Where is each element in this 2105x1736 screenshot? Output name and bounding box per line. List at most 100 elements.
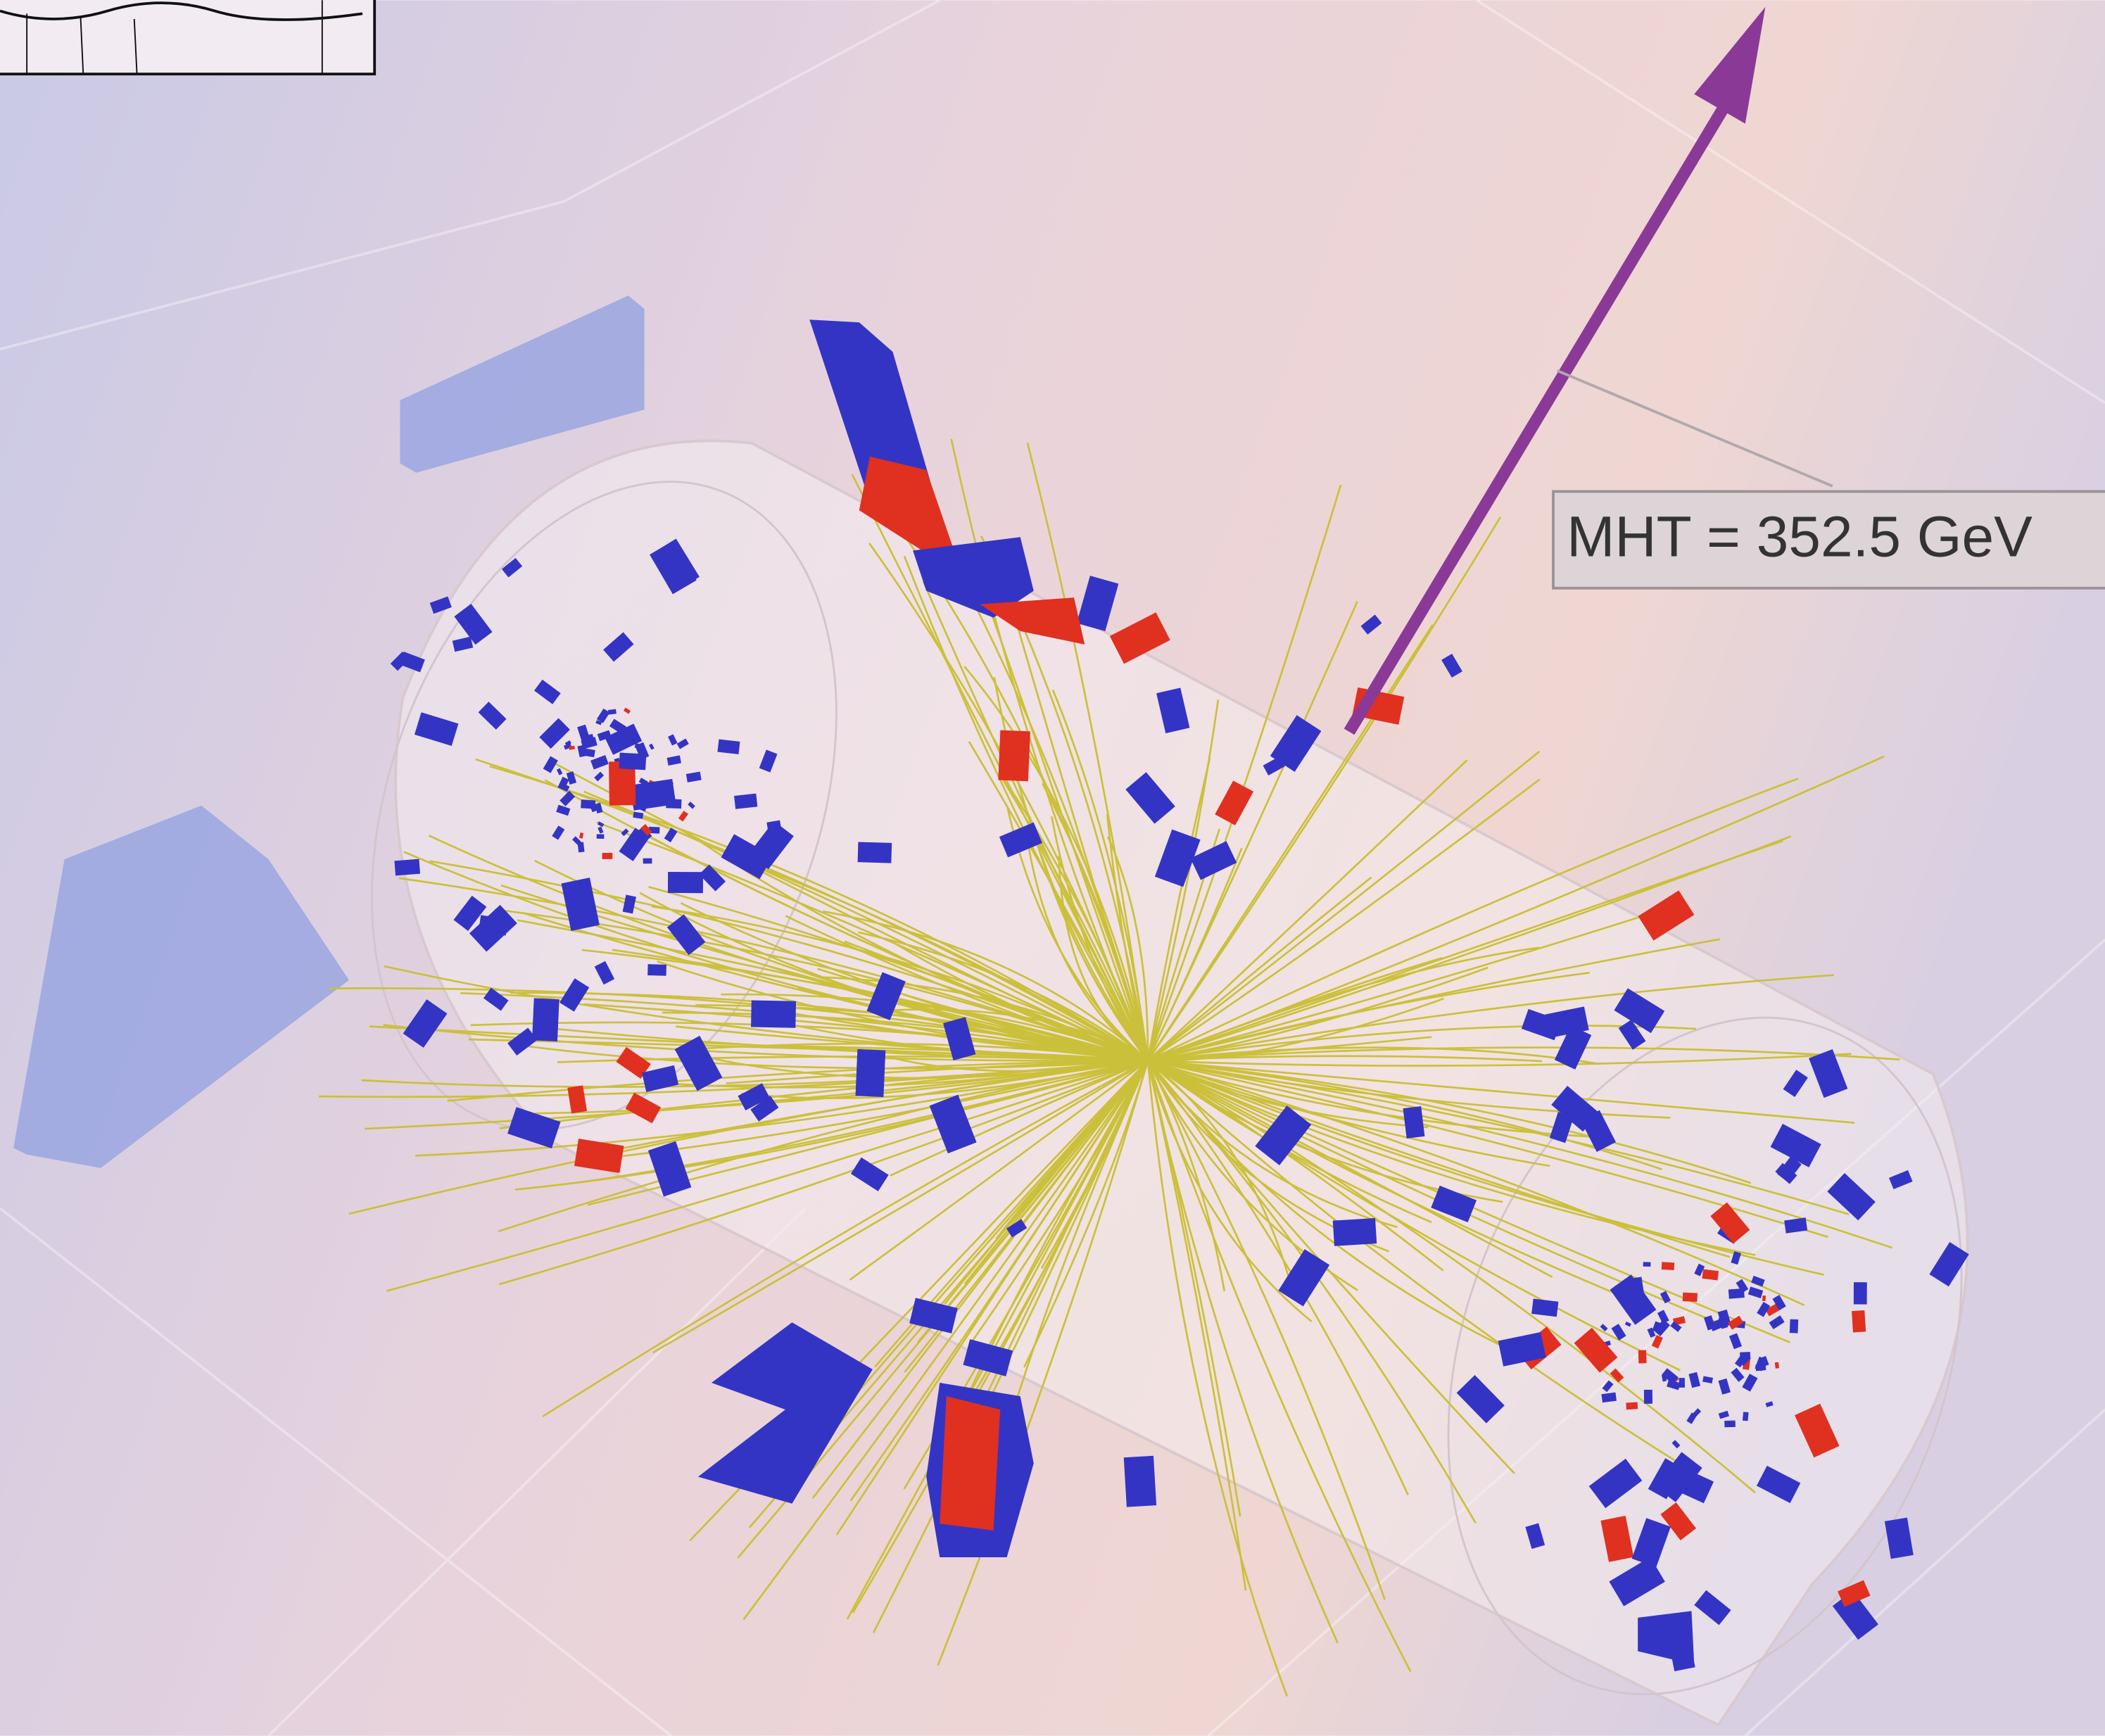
hit — [1660, 1291, 1671, 1304]
track — [1147, 1060, 1681, 1371]
hit — [1710, 1202, 1750, 1244]
hit — [643, 858, 652, 864]
hit — [1551, 1086, 1600, 1132]
hit — [1661, 1262, 1675, 1271]
hit — [850, 1157, 889, 1191]
track — [706, 1056, 1149, 1079]
hit — [403, 999, 448, 1048]
track — [415, 1059, 1149, 1157]
mht-arrow — [1344, 6, 1766, 735]
hit — [1403, 1105, 1425, 1139]
hit — [563, 743, 572, 750]
track — [1147, 1060, 1676, 1462]
mht-label: MHT = 352.5 GeV — [1567, 505, 2033, 569]
hit — [1703, 1315, 1716, 1331]
hit — [501, 557, 523, 578]
hit — [625, 1092, 662, 1124]
hit — [1770, 1123, 1821, 1167]
track — [1147, 1060, 1444, 1272]
hit — [1795, 1403, 1840, 1458]
hit — [1762, 1295, 1766, 1301]
track — [348, 1059, 1149, 1215]
hit — [1006, 1219, 1028, 1238]
track — [726, 1059, 1148, 1084]
track — [968, 741, 1149, 1061]
hit — [1756, 1465, 1801, 1504]
hit — [572, 836, 581, 846]
hit — [649, 743, 655, 750]
track — [1147, 1059, 1824, 1276]
hit — [1431, 1185, 1477, 1222]
track — [1147, 938, 1721, 1062]
hit — [1255, 1105, 1312, 1165]
hit — [597, 730, 612, 742]
hit — [678, 811, 689, 822]
track — [954, 565, 1149, 1061]
track — [1147, 1059, 1752, 1184]
hit — [1694, 1263, 1705, 1276]
track — [489, 765, 1149, 1062]
hit — [1728, 1333, 1743, 1350]
track — [1147, 1059, 1855, 1124]
track — [1147, 974, 1834, 1062]
hit — [577, 842, 585, 853]
hit — [1760, 1356, 1769, 1367]
hit — [630, 778, 676, 811]
hit — [605, 723, 643, 755]
track — [874, 1060, 1149, 1368]
hit — [454, 604, 493, 645]
hit — [622, 894, 636, 914]
hit — [569, 745, 576, 750]
hit — [574, 1139, 624, 1174]
hit — [641, 1065, 679, 1092]
hit — [1702, 1269, 1719, 1281]
hit — [963, 1339, 1013, 1376]
hit — [1738, 1353, 1751, 1367]
hit — [647, 964, 666, 976]
hit — [598, 757, 605, 762]
hit — [1777, 1155, 1802, 1183]
hit — [588, 802, 598, 813]
hit — [1653, 1319, 1670, 1336]
hit — [531, 998, 560, 1042]
calorimeter-hits — [390, 538, 1969, 1671]
hit — [507, 1107, 561, 1149]
hit — [1769, 1315, 1785, 1329]
track — [429, 860, 1149, 1062]
hit — [929, 1094, 977, 1154]
hit — [429, 596, 452, 614]
hit — [1651, 1335, 1663, 1349]
hit — [1156, 688, 1190, 734]
track — [1147, 755, 1885, 1062]
hit — [738, 1083, 770, 1111]
hit — [1531, 1298, 1559, 1317]
hit — [999, 822, 1042, 858]
hit — [1736, 1279, 1749, 1293]
muon-chambers — [13, 295, 645, 1168]
hit — [607, 709, 617, 715]
track — [1147, 1060, 1650, 1309]
hit — [1574, 1327, 1618, 1373]
track — [849, 1060, 1149, 1281]
hit — [394, 859, 421, 876]
hit — [1609, 1557, 1665, 1607]
track — [1147, 1059, 1893, 1249]
track — [1147, 1059, 1828, 1238]
track — [1001, 777, 1149, 1061]
hit — [1263, 756, 1285, 775]
hit — [1718, 1410, 1729, 1419]
hit — [1747, 1286, 1764, 1298]
hit — [1525, 1523, 1545, 1550]
track — [1146, 484, 1342, 1061]
hit — [1724, 1420, 1736, 1428]
track — [823, 910, 1149, 1062]
hit — [483, 987, 509, 1011]
hit — [533, 679, 561, 704]
hit — [1789, 1319, 1799, 1333]
hit — [1688, 1371, 1701, 1388]
hit — [556, 804, 571, 816]
track — [1147, 1060, 1756, 1494]
track — [1147, 1059, 1850, 1215]
hit — [596, 708, 610, 723]
track — [470, 1021, 1149, 1062]
